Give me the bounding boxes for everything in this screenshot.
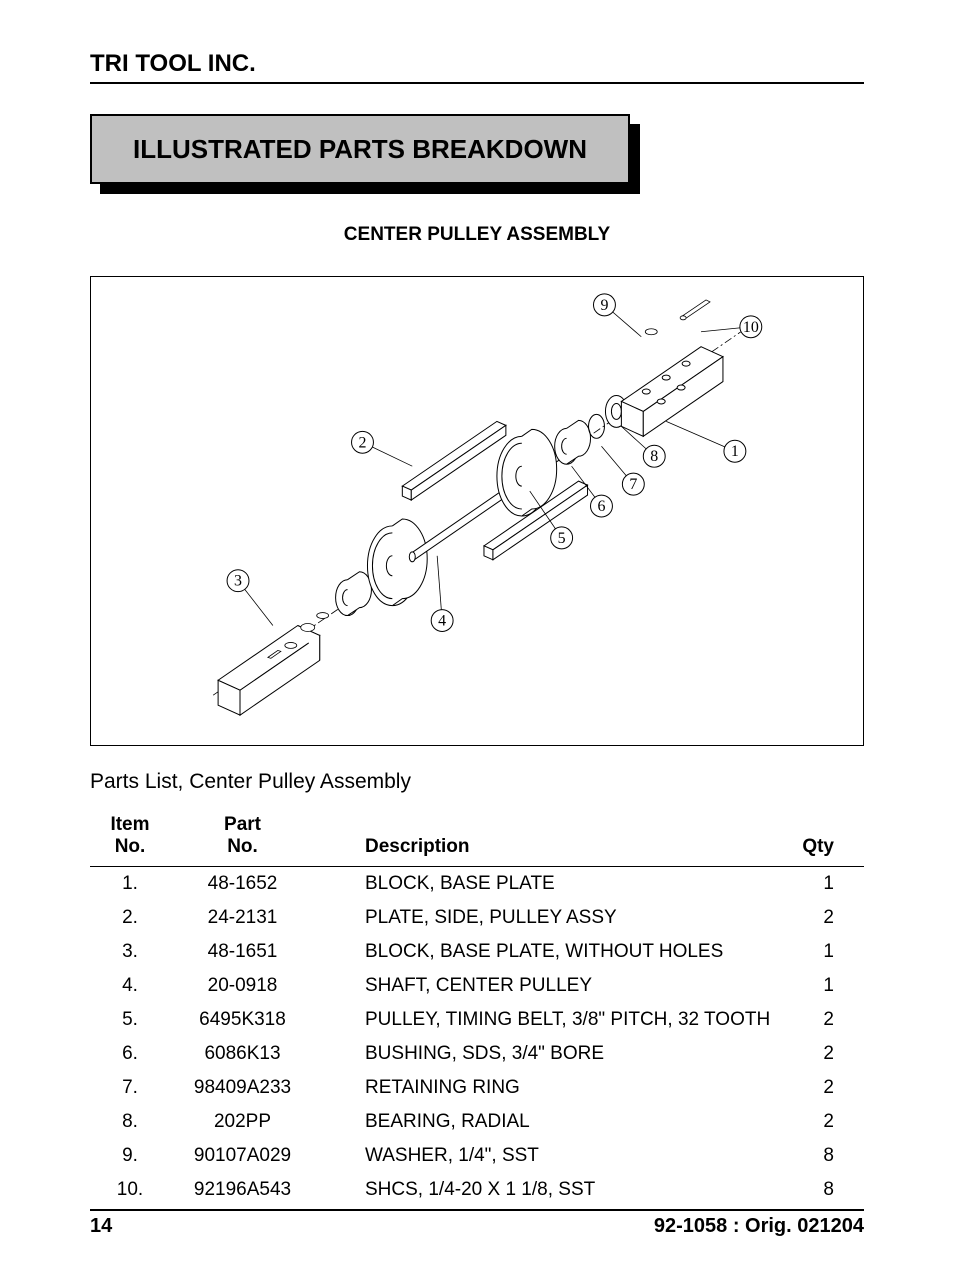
cell-item: 10. bbox=[90, 1173, 170, 1210]
cell-part: 6495K318 bbox=[170, 1003, 315, 1037]
svg-text:7: 7 bbox=[629, 476, 637, 493]
cell-qty: 1 bbox=[798, 867, 864, 902]
table-row: 2.24-2131PLATE, SIDE, PULLEY ASSY2 bbox=[90, 901, 864, 935]
cell-item: 6. bbox=[90, 1037, 170, 1071]
cell-qty: 2 bbox=[798, 1037, 864, 1071]
cell-item: 4. bbox=[90, 969, 170, 1003]
col-desc: Description bbox=[315, 814, 798, 867]
svg-text:6: 6 bbox=[597, 498, 605, 515]
cell-desc: BUSHING, SDS, 3/4" BORE bbox=[315, 1037, 798, 1071]
cell-part: 20-0918 bbox=[170, 969, 315, 1003]
svg-text:3: 3 bbox=[234, 573, 242, 590]
cell-desc: SHCS, 1/4-20 X 1 1/8, SST bbox=[315, 1173, 798, 1210]
cell-desc: PULLEY, TIMING BELT, 3/8" PITCH, 32 TOOT… bbox=[315, 1003, 798, 1037]
cell-part: 92196A543 bbox=[170, 1173, 315, 1210]
cell-part: 6086K13 bbox=[170, 1037, 315, 1071]
cell-part: 98409A233 bbox=[170, 1071, 315, 1105]
cell-qty: 2 bbox=[798, 901, 864, 935]
cell-desc: BEARING, RADIAL bbox=[315, 1105, 798, 1139]
svg-text:4: 4 bbox=[438, 613, 446, 630]
cell-desc: BLOCK, BASE PLATE, WITHOUT HOLES bbox=[315, 935, 798, 969]
cell-qty: 2 bbox=[798, 1105, 864, 1139]
table-row: 6.6086K13BUSHING, SDS, 3/4" BORE2 bbox=[90, 1037, 864, 1071]
cell-part: 48-1651 bbox=[170, 935, 315, 969]
table-row: 4.20-0918SHAFT, CENTER PULLEY1 bbox=[90, 969, 864, 1003]
cell-desc: SHAFT, CENTER PULLEY bbox=[315, 969, 798, 1003]
assembly-subtitle: CENTER PULLEY ASSEMBLY bbox=[90, 224, 864, 246]
svg-text:8: 8 bbox=[650, 448, 658, 465]
banner-text: ILLUSTRATED PARTS BREAKDOWN bbox=[133, 134, 587, 165]
cell-qty: 2 bbox=[798, 1071, 864, 1105]
table-row: 8.202PPBEARING, RADIAL2 bbox=[90, 1105, 864, 1139]
cell-item: 5. bbox=[90, 1003, 170, 1037]
cell-part: 48-1652 bbox=[170, 867, 315, 902]
cell-qty: 2 bbox=[798, 1003, 864, 1037]
parts-list-title: Parts List, Center Pulley Assembly bbox=[90, 770, 864, 794]
cell-qty: 1 bbox=[798, 935, 864, 969]
cell-part: 202PP bbox=[170, 1105, 315, 1139]
cell-item: 2. bbox=[90, 901, 170, 935]
exploded-diagram: 1 2 3 4 5 6 78 9 10 bbox=[90, 276, 864, 746]
table-row: 7.98409A233RETAINING RING2 bbox=[90, 1071, 864, 1105]
svg-text:2: 2 bbox=[359, 434, 367, 451]
banner-box: ILLUSTRATED PARTS BREAKDOWN bbox=[90, 114, 630, 184]
cell-qty: 8 bbox=[798, 1139, 864, 1173]
svg-text:1: 1 bbox=[731, 443, 739, 460]
cell-part: 24-2131 bbox=[170, 901, 315, 935]
cell-item: 8. bbox=[90, 1105, 170, 1139]
col-item: Item No. bbox=[90, 814, 170, 867]
title-banner: ILLUSTRATED PARTS BREAKDOWN bbox=[90, 114, 630, 184]
cell-item: 3. bbox=[90, 935, 170, 969]
cell-item: 9. bbox=[90, 1139, 170, 1173]
cell-desc: RETAINING RING bbox=[315, 1071, 798, 1105]
table-row: 5.6495K318PULLEY, TIMING BELT, 3/8" PITC… bbox=[90, 1003, 864, 1037]
col-qty: Qty bbox=[798, 814, 864, 867]
company-name: TRI TOOL INC. bbox=[90, 50, 864, 84]
parts-table: Item No. Part No. Description Qty 1.48-1… bbox=[90, 814, 864, 1211]
cell-item: 1. bbox=[90, 867, 170, 902]
cell-item: 7. bbox=[90, 1071, 170, 1105]
table-row: 1.48-1652BLOCK, BASE PLATE1 bbox=[90, 867, 864, 902]
svg-text:9: 9 bbox=[600, 297, 608, 314]
cell-desc: WASHER, 1/4", SST bbox=[315, 1139, 798, 1173]
table-row: 3.48-1651BLOCK, BASE PLATE, WITHOUT HOLE… bbox=[90, 935, 864, 969]
cell-qty: 1 bbox=[798, 969, 864, 1003]
col-part: Part No. bbox=[170, 814, 315, 867]
svg-text:5: 5 bbox=[558, 530, 566, 547]
cell-qty: 8 bbox=[798, 1173, 864, 1210]
table-row: 10.92196A543SHCS, 1/4-20 X 1 1/8, SST8 bbox=[90, 1173, 864, 1210]
cell-part: 90107A029 bbox=[170, 1139, 315, 1173]
cell-desc: BLOCK, BASE PLATE bbox=[315, 867, 798, 902]
svg-text:10: 10 bbox=[743, 319, 759, 336]
table-row: 9.90107A029WASHER, 1/4", SST8 bbox=[90, 1139, 864, 1173]
cell-desc: PLATE, SIDE, PULLEY ASSY bbox=[315, 901, 798, 935]
